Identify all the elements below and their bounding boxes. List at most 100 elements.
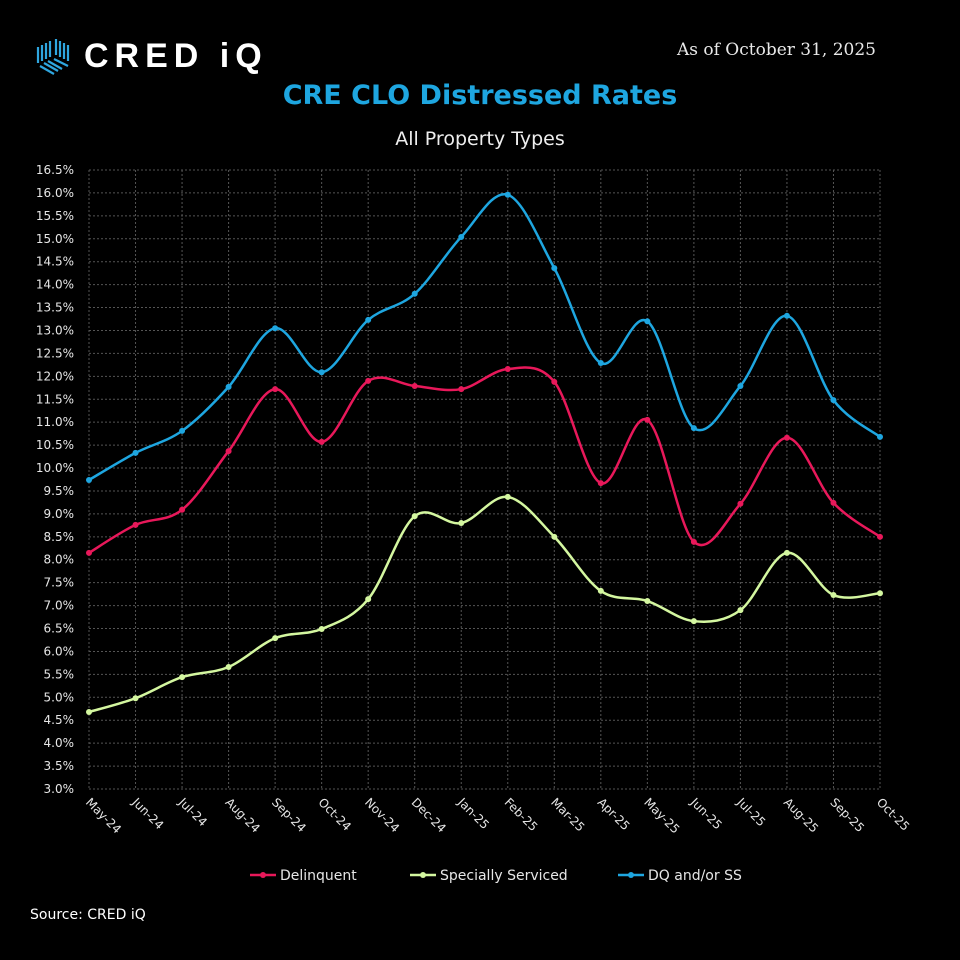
x-tick-label: Jul-24 <box>175 795 210 830</box>
legend-label-dq-and-or-ss: DQ and/or SS <box>648 868 742 884</box>
data-point-delinquent <box>411 382 418 389</box>
data-point-specially-serviced <box>179 674 186 681</box>
y-tick-label: 6.5% <box>44 622 75 636</box>
y-tick-label: 9.5% <box>44 484 75 498</box>
x-tick-label: Nov-24 <box>362 795 402 835</box>
data-point-dq-and-or-ss <box>737 382 744 389</box>
data-point-dq-and-or-ss <box>877 433 883 440</box>
data-point-delinquent <box>597 480 604 487</box>
y-tick-label: 16.0% <box>36 186 74 200</box>
data-point-dq-and-or-ss <box>225 383 232 390</box>
x-tick-label: Oct-24 <box>316 795 354 833</box>
data-point-dq-and-or-ss <box>86 476 92 483</box>
data-point-specially-serviced <box>411 513 418 520</box>
data-point-delinquent <box>644 416 651 423</box>
y-tick-label: 12.0% <box>36 369 74 383</box>
data-point-delinquent <box>690 538 697 545</box>
series-line-delinquent <box>88 366 881 554</box>
data-point-specially-serviced <box>644 598 651 605</box>
y-tick-label: 4.5% <box>44 713 75 727</box>
data-point-dq-and-or-ss <box>551 265 558 272</box>
data-point-dq-and-or-ss <box>504 191 511 198</box>
data-point-delinquent <box>830 499 837 506</box>
data-point-delinquent <box>737 500 744 507</box>
as-of-date: As of October 31, 2025 <box>676 40 876 60</box>
data-point-dq-and-or-ss <box>644 318 651 325</box>
y-tick-label: 14.5% <box>36 255 74 269</box>
data-point-dq-and-or-ss <box>830 397 837 404</box>
data-point-delinquent <box>179 506 186 513</box>
data-point-dq-and-or-ss <box>458 233 465 240</box>
data-point-dq-and-or-ss <box>411 290 418 297</box>
x-tick-label: Mar-25 <box>548 795 587 834</box>
data-point-specially-serviced <box>877 590 883 597</box>
data-point-specially-serviced <box>318 625 325 632</box>
legend-marker-specially-serviced <box>420 872 426 878</box>
data-point-dq-and-or-ss <box>318 369 325 376</box>
y-tick-label: 3.0% <box>44 782 75 796</box>
data-point-specially-serviced <box>551 533 558 540</box>
y-tick-label: 15.0% <box>36 232 74 246</box>
data-point-specially-serviced <box>365 596 372 603</box>
source-note: Source: CRED iQ <box>30 907 146 923</box>
data-point-specially-serviced <box>597 587 604 594</box>
data-point-delinquent <box>783 434 790 441</box>
x-tick-label: Jun-25 <box>687 795 725 833</box>
data-point-specially-serviced <box>690 618 697 625</box>
logo-cube-icon <box>36 39 70 75</box>
y-tick-label: 8.0% <box>44 553 75 567</box>
data-point-dq-and-or-ss <box>132 449 139 456</box>
series-line-specially-serviced <box>88 495 881 714</box>
y-tick-label: 6.0% <box>44 644 75 658</box>
data-point-delinquent <box>86 549 92 556</box>
logo-text: CRED iQ <box>84 36 268 75</box>
x-tick-label: Sep-25 <box>827 795 867 835</box>
x-tick-label: Jul-25 <box>734 795 769 830</box>
y-tick-label: 8.5% <box>44 530 75 544</box>
x-tick-label: Jun-24 <box>129 795 167 833</box>
data-point-delinquent <box>365 377 372 384</box>
x-tick-label: Aug-25 <box>781 795 821 835</box>
y-tick-label: 4.0% <box>44 736 75 750</box>
legend-marker-dq-and-or-ss <box>628 872 634 878</box>
y-tick-label: 7.5% <box>44 576 75 590</box>
x-tick-label: Oct-25 <box>874 795 912 833</box>
legend-label-delinquent: Delinquent <box>280 868 357 884</box>
data-point-dq-and-or-ss <box>597 360 604 367</box>
data-point-delinquent <box>272 386 279 393</box>
y-tick-label: 14.0% <box>36 278 74 292</box>
data-point-delinquent <box>504 365 511 372</box>
data-point-specially-serviced <box>830 592 837 599</box>
y-tick-label: 11.5% <box>36 392 74 406</box>
x-tick-label: Jan-25 <box>454 795 492 833</box>
data-point-dq-and-or-ss <box>690 425 697 432</box>
chart-title: CRE CLO Distressed Rates <box>282 80 678 111</box>
data-point-specially-serviced <box>458 520 465 527</box>
data-point-delinquent <box>458 386 465 393</box>
chart-subtitle: All Property Types <box>395 128 565 150</box>
data-point-dq-and-or-ss <box>365 316 372 323</box>
cred-iq-logo: CRED iQ <box>34 35 268 77</box>
y-tick-label: 13.5% <box>36 301 74 315</box>
y-tick-label: 3.5% <box>44 759 75 773</box>
data-point-dq-and-or-ss <box>783 312 790 319</box>
x-tick-label: Sep-24 <box>269 795 309 835</box>
y-tick-label: 7.0% <box>44 599 75 613</box>
data-point-specially-serviced <box>86 708 92 715</box>
x-tick-label: May-24 <box>83 795 124 836</box>
data-point-specially-serviced <box>225 664 232 671</box>
y-tick-label: 11.0% <box>36 415 74 429</box>
data-point-delinquent <box>551 378 558 385</box>
x-tick-label: Apr-25 <box>595 795 633 833</box>
data-point-dq-and-or-ss <box>179 427 186 434</box>
data-point-specially-serviced <box>737 607 744 614</box>
y-tick-label: 5.5% <box>44 667 75 681</box>
data-point-delinquent <box>318 438 325 445</box>
data-point-specially-serviced <box>504 493 511 500</box>
data-point-delinquent <box>877 533 883 540</box>
data-point-specially-serviced <box>132 695 139 702</box>
data-point-delinquent <box>132 521 139 528</box>
y-tick-label: 12.5% <box>36 346 74 360</box>
legend-label-specially-serviced: Specially Serviced <box>440 868 568 884</box>
